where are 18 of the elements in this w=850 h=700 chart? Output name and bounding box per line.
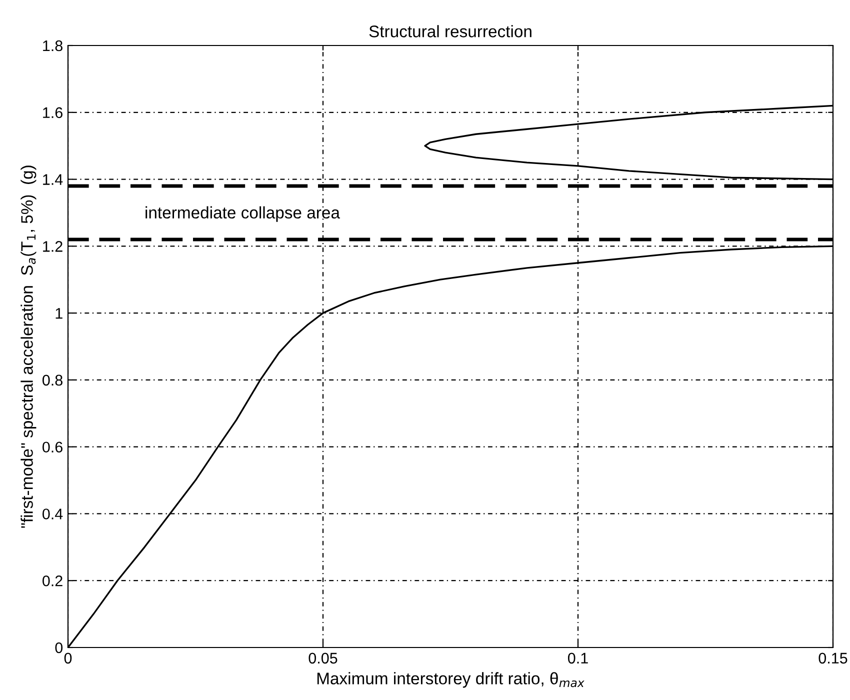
y-tick-label: 1.6 xyxy=(43,107,62,118)
x-axis-title: Maximum interstorey drift ratio, θ$_{max}$ xyxy=(317,672,584,688)
y-axis-title: "first-mode" spectral acceleration S$_{a}$(T$_{1}$, 5%) (g) xyxy=(20,166,36,528)
x-tick-label: 0.05 xyxy=(308,652,338,664)
chart-title: Structural resurrection xyxy=(369,25,532,38)
y-tick-label: 1.4 xyxy=(43,174,63,185)
y-tick-label: 0 xyxy=(55,642,63,654)
annotation: intermediate collapse area xyxy=(146,206,340,222)
y-tick-label: 1.8 xyxy=(43,40,62,52)
x-tick-label: 0.1 xyxy=(568,652,588,664)
x-tick-label: 0.15 xyxy=(818,652,848,664)
y-tick-label: 0.6 xyxy=(42,442,62,453)
y-tick-label: 0.2 xyxy=(42,575,62,586)
y-tick-label: 0.4 xyxy=(42,508,63,520)
y-tick-label: 1 xyxy=(56,308,62,319)
y-tick-label: 1.2 xyxy=(43,241,62,252)
x-tick-label: 0 xyxy=(64,652,72,664)
y-tick-label: 0.8 xyxy=(42,374,62,386)
